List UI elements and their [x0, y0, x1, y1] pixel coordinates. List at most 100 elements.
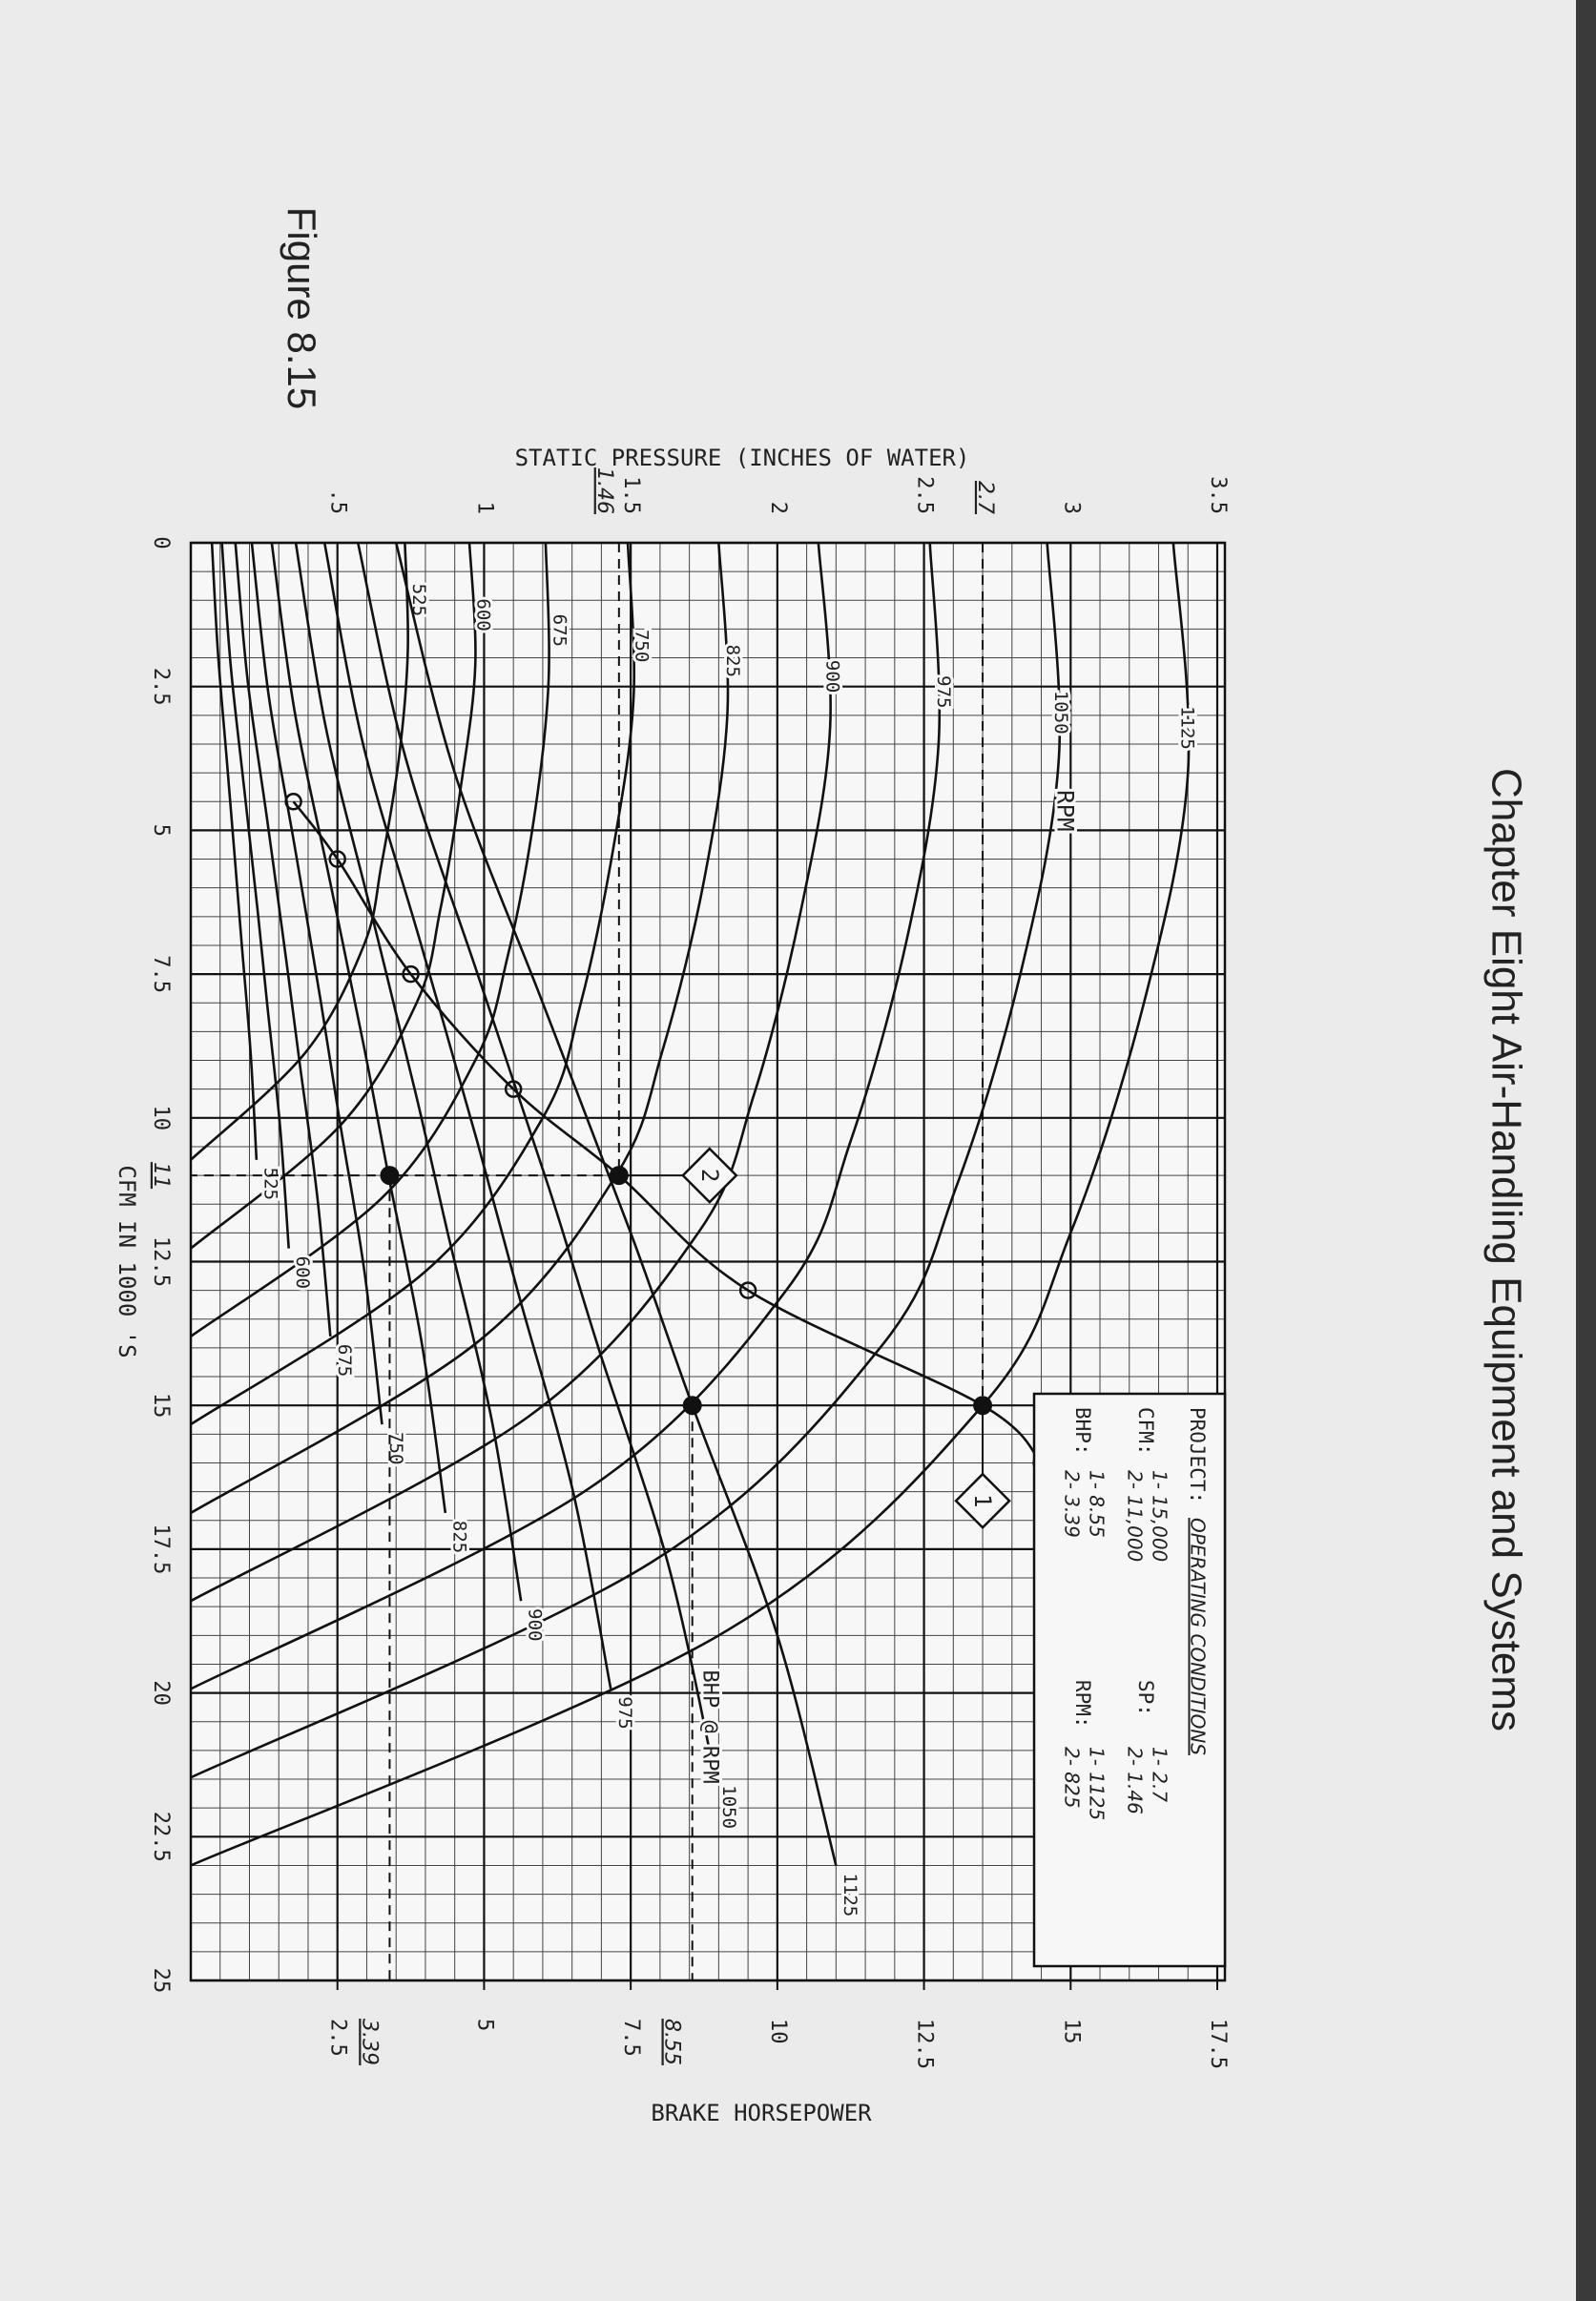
bhp-callout: 3.39: [357, 2019, 381, 2065]
system-point: [284, 793, 302, 811]
bhp-curve-label: 1125: [839, 1873, 860, 1917]
y2-tick-label: 10: [766, 2019, 790, 2044]
box-value: 1- 8.55: [1086, 1470, 1109, 1538]
y-tick-label: .5: [326, 489, 350, 515]
box-label: CFM:: [1134, 1407, 1157, 1456]
rpm-curve-label: 825: [722, 645, 743, 677]
y2-tick-label: 15: [1059, 2019, 1083, 2044]
bhp-curve-label: 525: [259, 1168, 280, 1200]
x-tick-label: 25: [149, 1968, 173, 1994]
y-tick-label: 2: [766, 502, 790, 514]
rpm-curve: [190, 542, 477, 1250]
rpm-curve-label: 750: [632, 630, 653, 662]
page-title: Chapter Eight Air-Handling Equipment and…: [1482, 768, 1529, 1731]
rpm-curve: [190, 542, 832, 1603]
bhp-curve-label: 675: [334, 1344, 355, 1377]
bhp-point: [380, 1166, 400, 1186]
plot-frame: [189, 541, 1227, 1982]
box-value: 1- 1125: [1086, 1747, 1109, 1820]
rpm-curve-label: 975: [933, 675, 954, 708]
y-tick-label: 1.5: [619, 476, 643, 514]
bhp-curve-label: 750: [385, 1432, 406, 1464]
x-tick-label: 22.5: [149, 1812, 173, 1862]
y-tick-label: 3.5: [1206, 476, 1230, 514]
bhp-curve-label: 825: [448, 1521, 469, 1553]
x-tick-label: 17.5: [149, 1524, 173, 1574]
bhp-curve: [294, 542, 523, 1602]
project-box: [1032, 1392, 1227, 1968]
rpm-curve: [190, 542, 550, 1337]
x-axis-title: CFM IN 1000 'S: [114, 1165, 140, 1358]
rpm-curve: [190, 542, 1062, 1779]
box-label: SP:: [1134, 1680, 1157, 1716]
bhp-curve: [210, 542, 259, 1160]
x-tick-label: 7.5: [149, 955, 173, 993]
bhp-curve: [394, 542, 838, 1866]
bhp-curve-label: 1050: [718, 1785, 739, 1829]
bhp-curve: [322, 542, 612, 1689]
y-tick-label: 3: [1059, 502, 1083, 514]
rpm-curve-label: 1125: [1176, 706, 1197, 750]
point-diamond: [681, 1147, 738, 1204]
system-point: [738, 1281, 757, 1299]
x-tick-label: 20: [149, 1680, 173, 1706]
box-value: 1- 15,000: [1149, 1470, 1171, 1562]
figure-label: Figure 8.15: [280, 207, 324, 409]
y2-tick-label: 17.5: [1206, 2019, 1230, 2069]
sp-callout: 1.46: [592, 467, 616, 514]
system-curve: [292, 800, 1043, 1464]
sp-callout: 2.7: [973, 481, 997, 514]
bhp-curve: [220, 542, 290, 1249]
y2-tick-label: 2.5: [326, 2019, 350, 2057]
annotation: RPM: [1052, 790, 1079, 831]
rpm-curve-label: 525: [408, 584, 429, 616]
edge-shadow: [1576, 0, 1596, 2301]
bhp-callout: 8.55: [660, 2019, 684, 2065]
box-value: 1- 2.7: [1149, 1747, 1171, 1802]
box-label: PROJECT:: [1186, 1407, 1209, 1503]
bhp-curve: [250, 542, 383, 1425]
rpm-curve-label: 1050: [1050, 691, 1071, 735]
y2-tick-label: 7.5: [619, 2019, 643, 2057]
bhp-point: [682, 1396, 702, 1416]
y2-tick-label: 12.5: [913, 2019, 937, 2069]
y-axis-title: STATIC PRESSURE (INCHES OF WATER): [515, 445, 970, 471]
y-tick-label: 1: [472, 502, 496, 514]
rpm-curve: [190, 542, 636, 1426]
rotated-page: Chapter Eight Air-Handling Equipment and…: [114, 207, 1529, 2126]
bhp-curve-label: 975: [614, 1696, 635, 1729]
x-tick-label: 5: [149, 824, 173, 837]
y2-axis-title: BRAKE HORSEPOWER: [651, 2100, 872, 2126]
rpm-curve-label: 900: [821, 660, 842, 693]
system-point: [504, 1080, 523, 1098]
y-tick-label: 2.5: [913, 476, 937, 514]
box-label: RPM:: [1071, 1680, 1094, 1729]
bhp-curve: [356, 542, 716, 1778]
x-tick-label: 15: [149, 1393, 173, 1419]
y2-tick-label: 5: [472, 2019, 496, 2031]
box-label: BHP:: [1071, 1407, 1094, 1456]
x-tick-label: 2.5: [149, 668, 173, 706]
point-diamond: [954, 1472, 1011, 1529]
bhp-curve-label: 900: [525, 1608, 546, 1641]
rpm-curve-label: 675: [549, 614, 570, 647]
box-value: 2- 3.39: [1061, 1470, 1084, 1538]
box-value: 2- 825: [1061, 1747, 1084, 1808]
bhp-curve-label: 600: [292, 1256, 313, 1289]
rpm-curve: [190, 542, 730, 1515]
bhp-curve: [234, 542, 332, 1337]
cfm-callout: 11: [149, 1162, 173, 1189]
system-point: [402, 964, 420, 984]
bhp-curve: [270, 542, 447, 1514]
box-value: OPERATING CONDITIONS: [1187, 1518, 1210, 1755]
x-tick-label: 0: [149, 536, 173, 549]
rpm-curve-label: 600: [473, 598, 494, 631]
system-point: [328, 850, 346, 868]
x-tick-label: 12.5: [149, 1236, 173, 1287]
point-label: 1: [969, 1494, 996, 1507]
rpm-curve: [190, 542, 1191, 1867]
x-tick-label: 10: [149, 1106, 173, 1131]
box-value: 2- 11,000: [1124, 1470, 1147, 1562]
